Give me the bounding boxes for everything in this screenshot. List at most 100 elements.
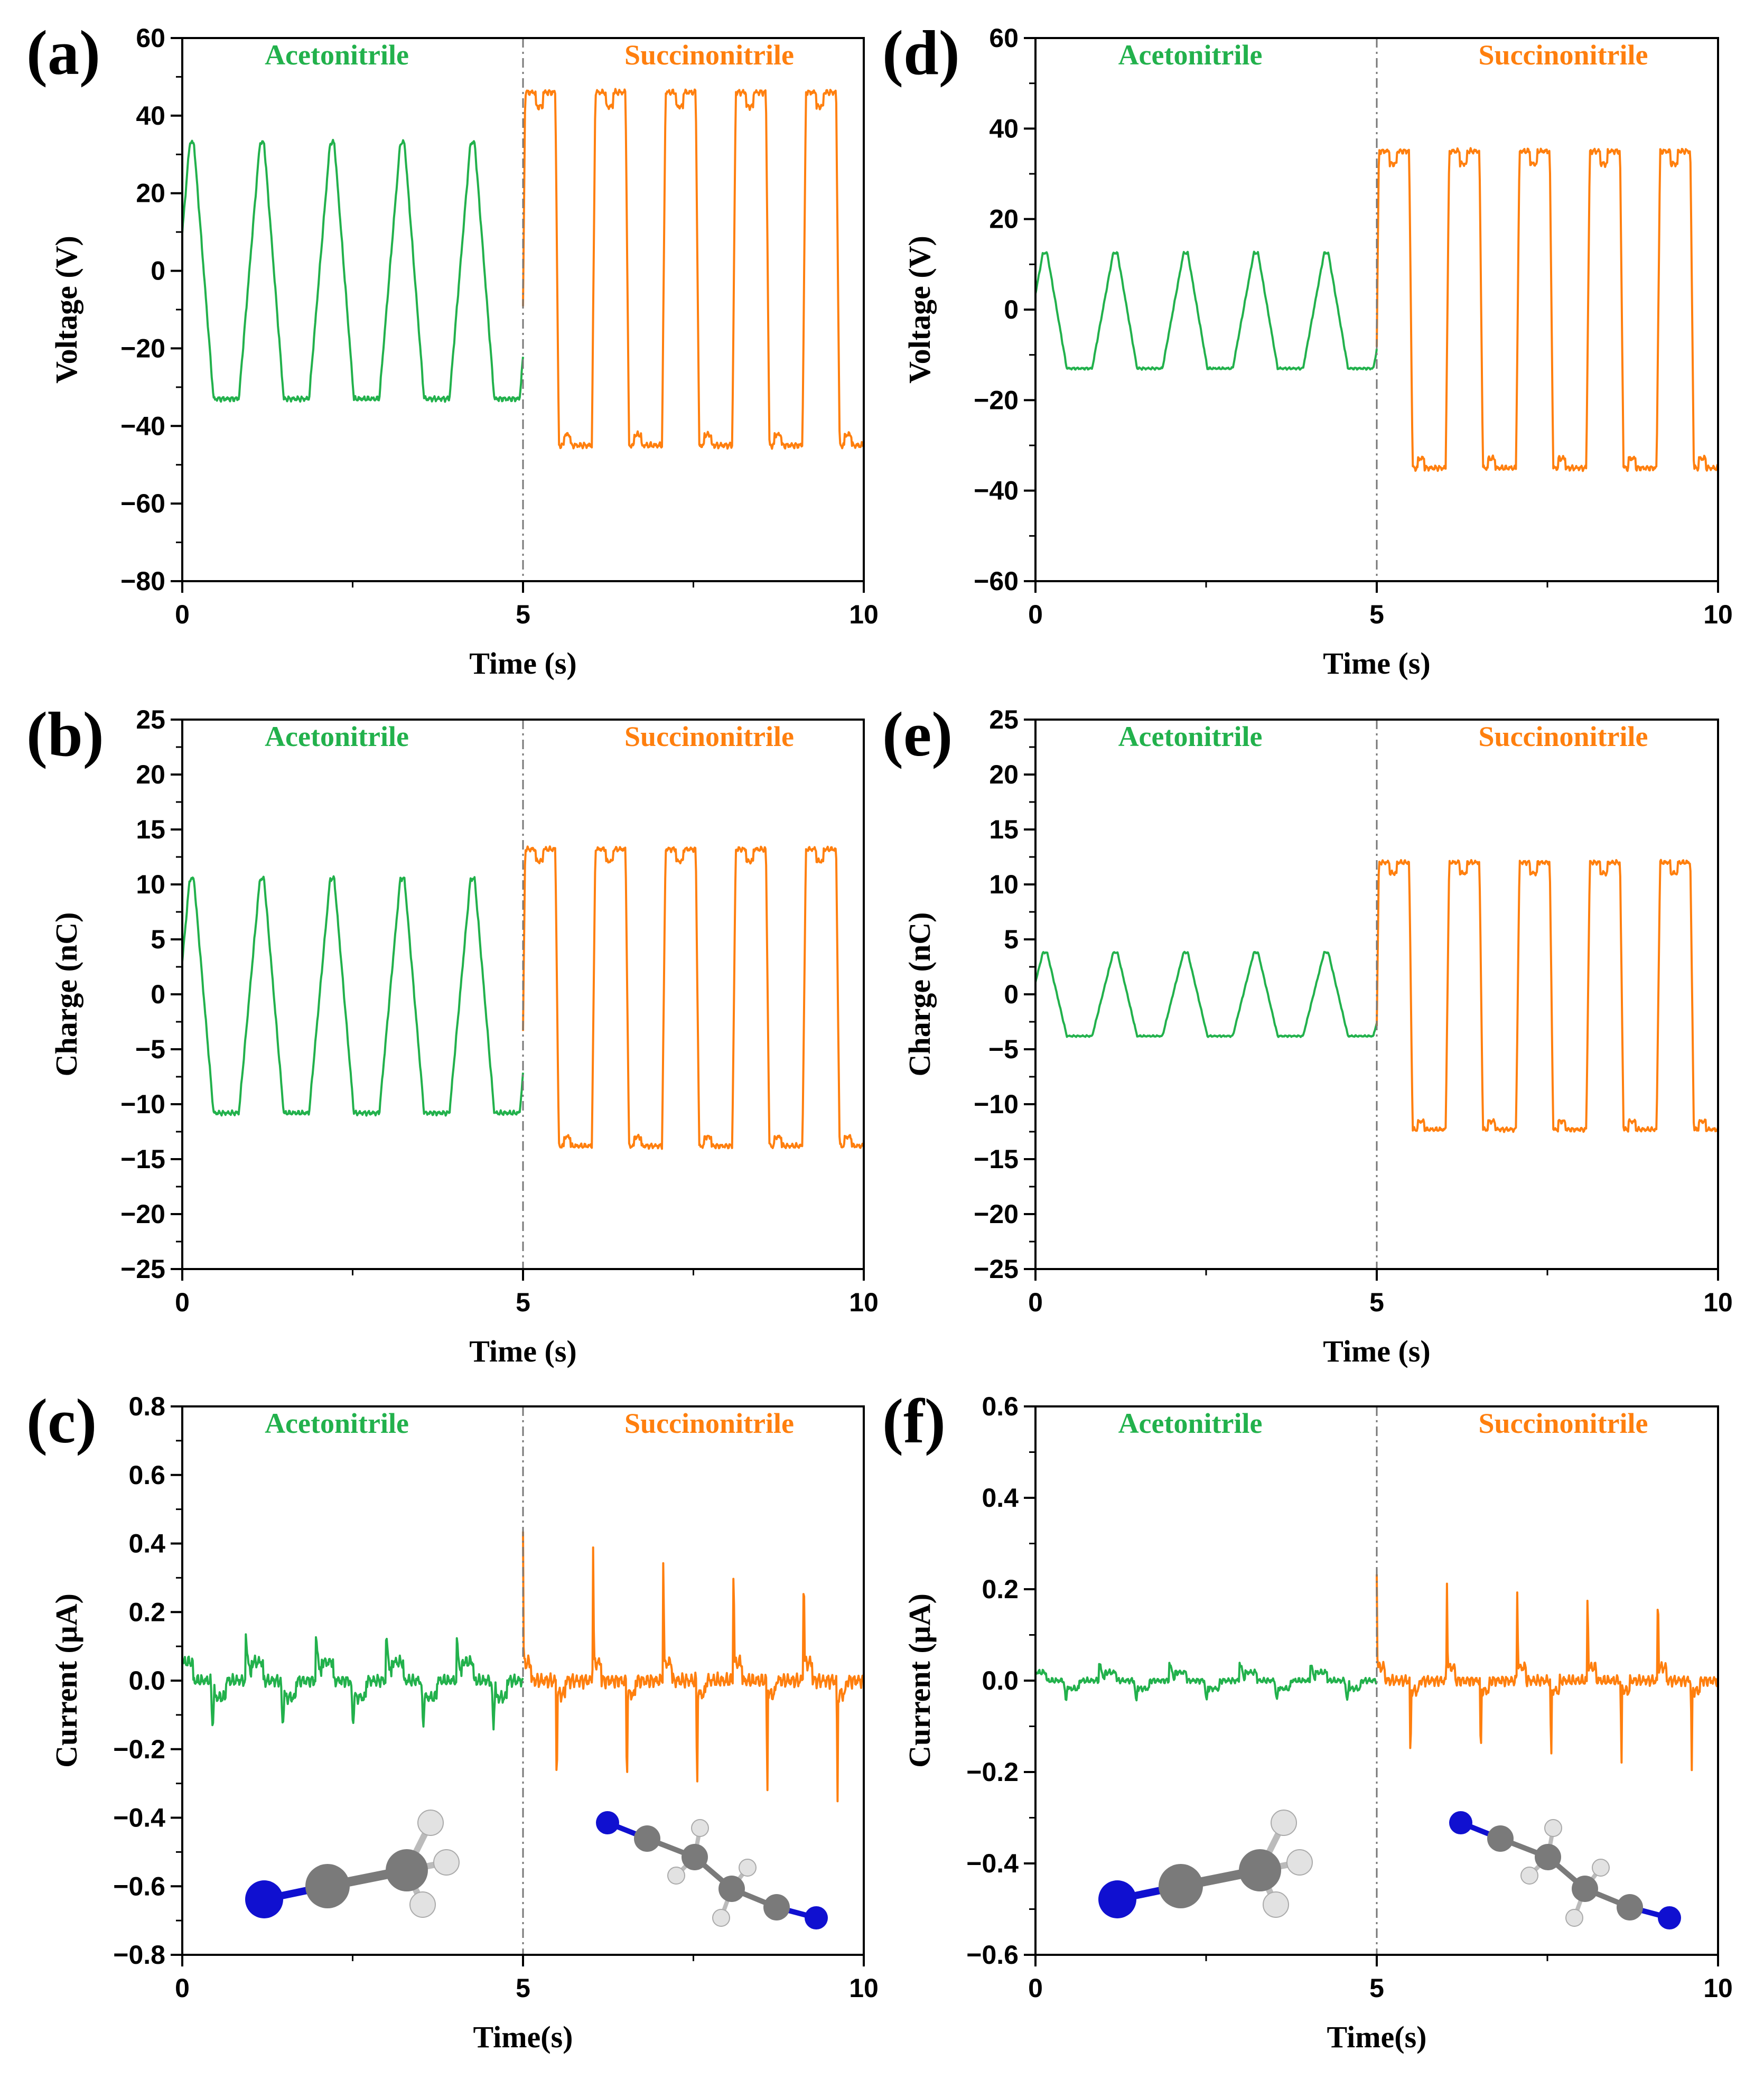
series-label-succinonitrile: Succinonitrile	[1479, 1407, 1648, 1439]
x-tick-label: 0	[175, 1973, 190, 2003]
carbon-atom	[1159, 1864, 1203, 1908]
series-label-succinonitrile: Succinonitrile	[624, 721, 794, 752]
chart-panel-b: (b) Acetonitrile Succinonitrile −25 −20 −15 −1…	[26, 699, 879, 1368]
x-tick-label: 5	[516, 1973, 530, 2003]
series-label-succinonitrile: Succinonitrile	[624, 1407, 794, 1439]
y-tick-label: −60	[974, 566, 1019, 596]
succinonitrile-molecule	[596, 1811, 828, 1929]
y-tick-label: −10	[120, 1089, 165, 1119]
x-tick-label: 0	[175, 600, 190, 629]
y-tick-label: 0.2	[982, 1574, 1019, 1604]
y-tick-label: −25	[120, 1254, 165, 1284]
y-tick-label: 0.6	[982, 1392, 1019, 1421]
y-tick-label: −0.6	[113, 1871, 165, 1901]
x-tick-label: 10	[849, 1973, 879, 2003]
y-axis-title: Current (μA)	[902, 1593, 937, 1768]
panel-label: (b)	[26, 699, 104, 769]
y-tick-label: −20	[974, 385, 1019, 415]
series-line-succinonitrile	[522, 88, 864, 450]
y-tick-label: 10	[136, 870, 165, 899]
y-tick-label: 20	[136, 760, 165, 789]
acetonitrile-molecule	[245, 1810, 460, 1918]
y-tick-label: 60	[989, 23, 1019, 53]
nitrogen-atom	[245, 1880, 283, 1918]
y-tick-label: −20	[120, 333, 165, 363]
y-tick-label: −0.4	[966, 1849, 1019, 1878]
panel-label: (c)	[26, 1386, 97, 1456]
y-tick-label: 0.4	[982, 1483, 1019, 1513]
nitrogen-atom	[1658, 1906, 1681, 1929]
series-label-acetonitrile: Acetonitrile	[1118, 1407, 1263, 1439]
y-tick-label: 0	[1004, 295, 1019, 324]
x-axis-title: Time (s)	[469, 646, 577, 680]
carbon-atom	[1239, 1849, 1281, 1891]
series-line-acetonitrile	[1034, 950, 1378, 1038]
y-tick-label: 0.2	[128, 1597, 165, 1627]
series-line-acetonitrile	[181, 1633, 524, 1731]
hydrogen-atom	[739, 1859, 757, 1877]
hydrogen-atom	[1286, 1849, 1313, 1876]
y-tick-label: 0.6	[128, 1460, 165, 1490]
hydrogen-atom	[712, 1909, 730, 1927]
hydrogen-atom	[1544, 1819, 1562, 1837]
hydrogen-atom	[1565, 1909, 1583, 1927]
y-tick-label: 0.0	[128, 1666, 165, 1695]
panel-label: (f)	[882, 1386, 946, 1456]
series-line-succinonitrile	[522, 845, 865, 1150]
carbon-atom	[386, 1849, 428, 1891]
y-tick-label: −60	[120, 489, 165, 518]
series-line-acetonitrile	[181, 138, 524, 403]
series-line-succinonitrile	[1376, 147, 1719, 472]
y-tick-label: 0.8	[128, 1392, 165, 1421]
carbon-atom	[718, 1876, 745, 1902]
series-label-acetonitrile: Acetonitrile	[1118, 721, 1263, 752]
y-axis-title: Charge (nC)	[49, 912, 83, 1077]
carbon-atom	[1535, 1844, 1561, 1870]
hydrogen-atom	[409, 1891, 436, 1918]
molecule-models	[245, 1810, 828, 1929]
y-axis-title: Voltage (V)	[49, 236, 83, 384]
y-tick-label: 5	[1004, 925, 1019, 954]
panel-label: (d)	[882, 17, 960, 88]
x-tick-label: 5	[1369, 1288, 1384, 1317]
series-line-acetonitrile	[1034, 250, 1378, 371]
x-tick-label: 10	[849, 1288, 879, 1317]
y-tick-label: 0.0	[982, 1666, 1019, 1695]
x-tick-label: 0	[175, 1288, 190, 1317]
chart-panel-e: (e) Acetonitrile Succinonitrile −25 −20 −15 −1…	[882, 699, 1733, 1368]
nitrogen-atom	[1449, 1811, 1472, 1834]
carbon-atom	[1487, 1825, 1514, 1852]
series-line-succinonitrile	[1376, 1574, 1719, 1771]
y-tick-label: 25	[136, 705, 165, 734]
nitrogen-atom	[1098, 1880, 1136, 1918]
series-line-acetonitrile	[181, 875, 524, 1117]
hydrogen-atom	[691, 1819, 709, 1837]
y-tick-label: 20	[989, 204, 1019, 234]
carbon-atom	[634, 1825, 660, 1852]
chart-panel-f: (f) Acetonitrile Succinonitrile −0.6 −0.4 −0.…	[882, 1386, 1733, 2054]
y-tick-label: −25	[974, 1254, 1019, 1284]
series-label-succinonitrile: Succinonitrile	[624, 39, 794, 71]
y-tick-label: −80	[120, 566, 165, 596]
y-tick-label: −0.2	[113, 1735, 165, 1764]
hydrogen-atom	[1271, 1810, 1297, 1836]
series-label-acetonitrile: Acetonitrile	[265, 1407, 409, 1439]
y-tick-label: −15	[974, 1144, 1019, 1174]
hydrogen-atom	[1263, 1891, 1289, 1918]
hydrogen-atom	[1592, 1859, 1610, 1877]
y-tick-label: 15	[136, 815, 165, 844]
y-tick-label: 25	[989, 705, 1019, 734]
carbon-atom	[1572, 1876, 1598, 1902]
x-tick-label: 10	[1703, 1288, 1733, 1317]
y-tick-label: 0	[1004, 980, 1019, 1009]
chart-panel-a: (a) Acetonitrile Succinonitrile −80 −60 −40 −2…	[26, 17, 879, 680]
y-tick-label: −20	[120, 1199, 165, 1229]
series-label-succinonitrile: Succinonitrile	[1479, 721, 1648, 752]
carbon-atom	[1617, 1894, 1643, 1920]
y-tick-label: 0.4	[128, 1529, 165, 1559]
molecule-models	[1098, 1810, 1681, 1929]
x-tick-label: 10	[1703, 600, 1733, 629]
y-tick-label: −0.4	[113, 1803, 165, 1833]
x-tick-label: 5	[1369, 600, 1384, 629]
